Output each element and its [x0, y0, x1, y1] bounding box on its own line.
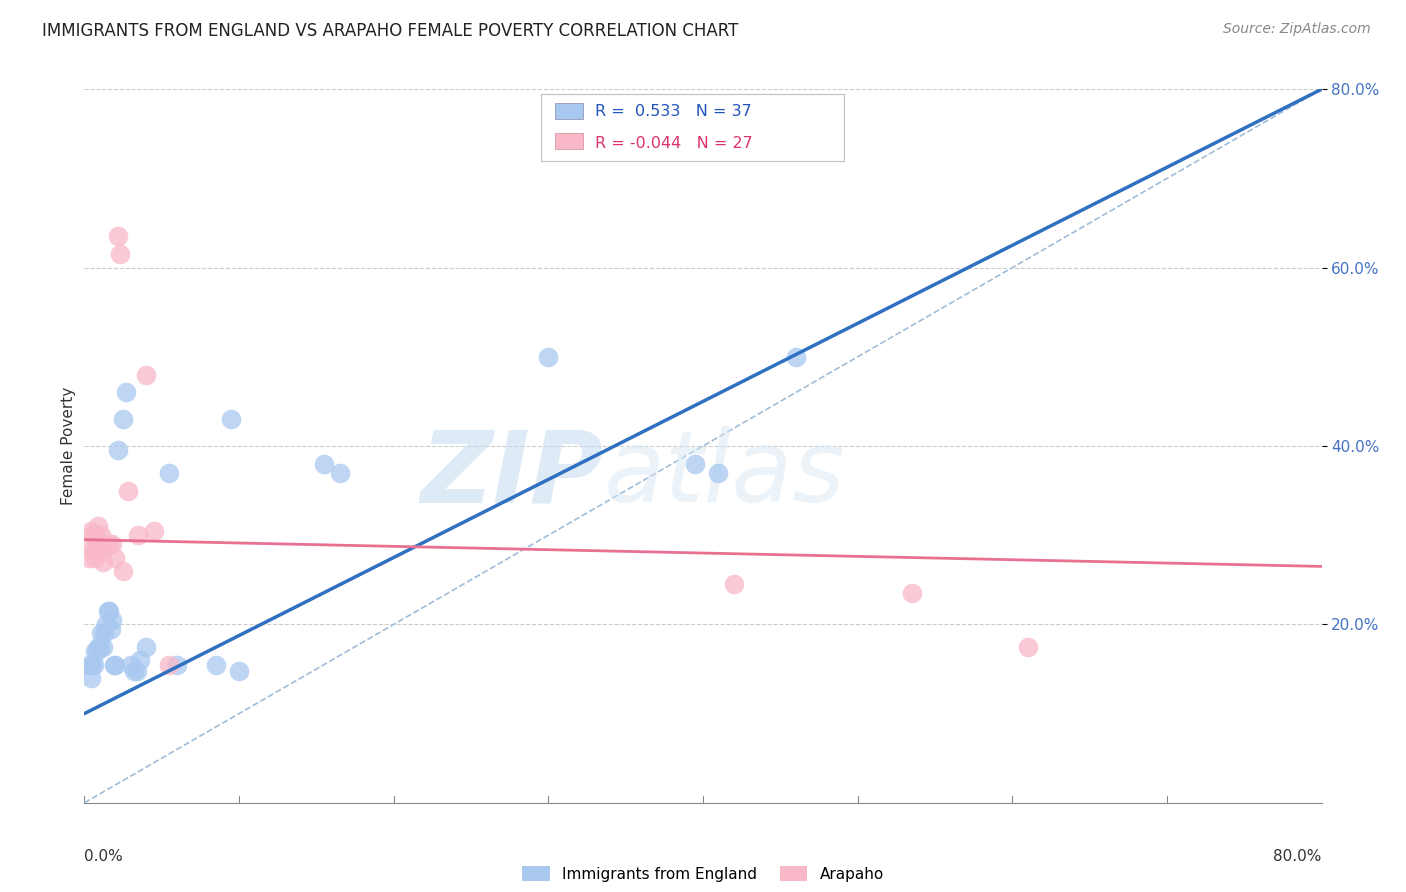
Point [785, 350, 807, 364]
Point [101, 613, 124, 627]
Point [100, 622, 122, 636]
Point [87, 640, 110, 654]
Point [84, 541, 107, 556]
Point [79, 524, 101, 538]
Text: R = -0.044   N = 27: R = -0.044 N = 27 [595, 136, 752, 152]
Point [77, 657, 100, 672]
Point [89, 640, 111, 654]
Point [117, 483, 139, 498]
Point [115, 385, 138, 400]
Text: IMMIGRANTS FROM ENGLAND VS ARAPAHO FEMALE POVERTY CORRELATION CHART: IMMIGRANTS FROM ENGLAND VS ARAPAHO FEMAL… [42, 22, 738, 40]
Point [159, 466, 180, 480]
Point [205, 657, 228, 672]
Text: atlas: atlas [605, 426, 845, 523]
Point [83, 528, 105, 542]
Text: 80.0%: 80.0% [1274, 849, 1322, 864]
Point [91, 555, 114, 569]
Point [112, 564, 135, 578]
Point [107, 229, 129, 244]
Point [135, 640, 157, 654]
Point [143, 524, 166, 538]
Point [93, 541, 115, 556]
Point [98, 604, 121, 618]
Point [94, 617, 117, 632]
Point [159, 657, 180, 672]
Point [104, 550, 127, 565]
Point [707, 466, 730, 480]
Point [107, 443, 129, 458]
Point [83, 657, 105, 672]
Text: Source: ZipAtlas.com: Source: ZipAtlas.com [1223, 22, 1371, 37]
Point [122, 664, 145, 678]
Text: R =  0.533   N = 37: R = 0.533 N = 37 [595, 104, 751, 120]
Point [108, 247, 131, 261]
Point [135, 368, 157, 382]
Text: ZIP: ZIP [420, 426, 605, 523]
Point [98, 537, 121, 551]
Point [96, 604, 118, 618]
Point [93, 626, 115, 640]
Point [328, 466, 352, 480]
Point [79, 541, 101, 556]
Point [723, 577, 745, 591]
Point [120, 657, 142, 672]
Point [685, 457, 707, 471]
Point [82, 528, 104, 542]
Point [101, 537, 124, 551]
Point [77, 550, 100, 565]
Point [112, 412, 135, 426]
Point [312, 457, 335, 471]
Point [104, 657, 127, 672]
Point [82, 657, 104, 672]
Point [84, 550, 107, 565]
Point [103, 657, 125, 672]
Point [129, 653, 152, 667]
Point [127, 528, 149, 542]
Point [125, 664, 148, 678]
Point [219, 412, 242, 426]
Point [537, 350, 560, 364]
Point [90, 626, 112, 640]
Point [84, 644, 107, 658]
Y-axis label: Female Poverty: Female Poverty [60, 387, 76, 505]
Point [166, 657, 188, 672]
Point [228, 664, 250, 678]
Point [1017, 640, 1039, 654]
Point [87, 519, 110, 533]
Point [86, 533, 108, 547]
Point [901, 586, 924, 600]
Point [86, 644, 108, 658]
Text: 0.0%: 0.0% [84, 849, 124, 864]
Point [79, 671, 101, 685]
Point [91, 640, 114, 654]
Point [90, 528, 112, 542]
Point [89, 541, 111, 556]
Legend: Immigrants from England, Arapaho: Immigrants from England, Arapaho [516, 860, 890, 888]
